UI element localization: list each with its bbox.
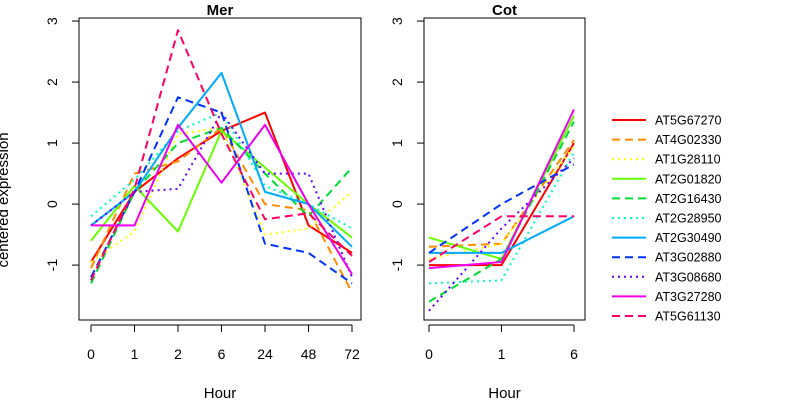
series-line-at3g08680 <box>428 157 575 312</box>
legend-label: AT2G30490 <box>655 231 722 245</box>
legend-item: AT4G02330 <box>612 133 722 147</box>
legend-label: AT3G02880 <box>655 251 722 265</box>
legend-label: AT2G16430 <box>655 192 722 206</box>
panel-mer: Mer -1 0 1 2 3 0 1 2 6 24 48 72 Hour <box>44 2 362 400</box>
legend-item: AT5G61130 <box>612 310 721 324</box>
legend-label: AT2G01820 <box>655 172 722 186</box>
x-tick-label: 1 <box>498 346 506 362</box>
legend-item: AT3G02880 <box>612 251 722 265</box>
x-axis-label: Hour <box>204 385 237 400</box>
y-axis: -1 0 1 2 3 <box>389 17 424 271</box>
x-tick-label: 48 <box>301 346 317 362</box>
x-axis-label: Hour <box>488 385 521 400</box>
x-axis: 0 1 6 <box>425 324 578 362</box>
legend-item: AT2G28950 <box>612 212 722 226</box>
y-axis: -1 0 1 2 3 <box>44 17 79 271</box>
y-tick-label: 0 <box>44 200 60 208</box>
series-line-at2g01820 <box>90 129 353 242</box>
series-line-at1g28110 <box>428 145 575 260</box>
x-tick-label: 1 <box>131 346 139 362</box>
series-line-at5g67270 <box>429 142 575 267</box>
series-line-at5g61130 <box>90 29 353 281</box>
legend-label: AT4G02330 <box>655 133 722 147</box>
x-tick-label: 6 <box>218 346 226 362</box>
y-tick-label: -1 <box>44 259 60 272</box>
series-line-at3g02880 <box>428 163 575 254</box>
y-tick-label: 2 <box>44 78 60 86</box>
x-tick-label: 6 <box>570 346 578 362</box>
legend: AT5G67270 AT4G02330 AT1G28110 AT2G01820 AT2G… <box>612 114 722 324</box>
legend-item: AT3G27280 <box>612 290 722 304</box>
legend-label: AT2G28950 <box>655 212 722 226</box>
series-lines <box>428 109 575 312</box>
series-lines <box>90 29 353 293</box>
x-tick-label: 0 <box>425 346 433 362</box>
y-tick-label: 0 <box>389 200 405 208</box>
panel-cot: Cot -1 0 1 2 3 0 1 6 Hour <box>389 2 586 400</box>
series-line-at2g30490 <box>90 71 353 248</box>
legend-item: AT5G67270 <box>612 114 722 128</box>
y-tick-label: 3 <box>389 17 405 25</box>
series-line-at3g27280 <box>428 109 575 270</box>
legend-item: AT2G16430 <box>612 192 722 206</box>
series-line-at3g08680 <box>90 111 353 278</box>
panel-title: Mer <box>207 2 234 19</box>
y-axis-label: centered expression <box>0 132 12 267</box>
plot-frame <box>423 17 586 321</box>
x-tick-label: 2 <box>174 346 182 362</box>
legend-label: AT1G28110 <box>655 153 721 167</box>
x-tick-label: 0 <box>87 346 95 362</box>
series-line-at2g30490 <box>429 215 575 254</box>
y-tick-label: 1 <box>44 139 60 147</box>
y-tick-label: 1 <box>389 139 405 147</box>
x-tick-label: 24 <box>257 346 273 362</box>
legend-label: AT3G27280 <box>655 290 722 304</box>
series-line-at2g16430 <box>428 121 575 303</box>
legend-item: AT2G30490 <box>612 231 722 245</box>
series-line-at5g61130 <box>428 215 574 263</box>
legend-label: AT5G67270 <box>655 114 722 128</box>
series-line-at3g27280 <box>91 123 353 275</box>
legend-label: AT5G61130 <box>655 310 721 324</box>
x-axis: 0 1 2 6 24 48 72 <box>87 324 360 362</box>
series-line-at4g02330 <box>90 126 353 293</box>
series-line-at4g02330 <box>428 139 575 248</box>
y-tick-label: 3 <box>44 17 60 25</box>
legend-item: AT3G08680 <box>612 270 722 284</box>
y-tick-label: -1 <box>389 259 405 272</box>
legend-item: AT1G28110 <box>612 153 721 167</box>
plot-frame <box>78 17 362 321</box>
y-tick-label: 2 <box>389 78 405 86</box>
panel-title: Cot <box>492 2 517 19</box>
x-tick-label: 72 <box>344 346 360 362</box>
legend-item: AT2G01820 <box>612 172 722 186</box>
series-line-at2g16430 <box>90 126 353 284</box>
legend-label: AT3G08680 <box>655 270 722 284</box>
